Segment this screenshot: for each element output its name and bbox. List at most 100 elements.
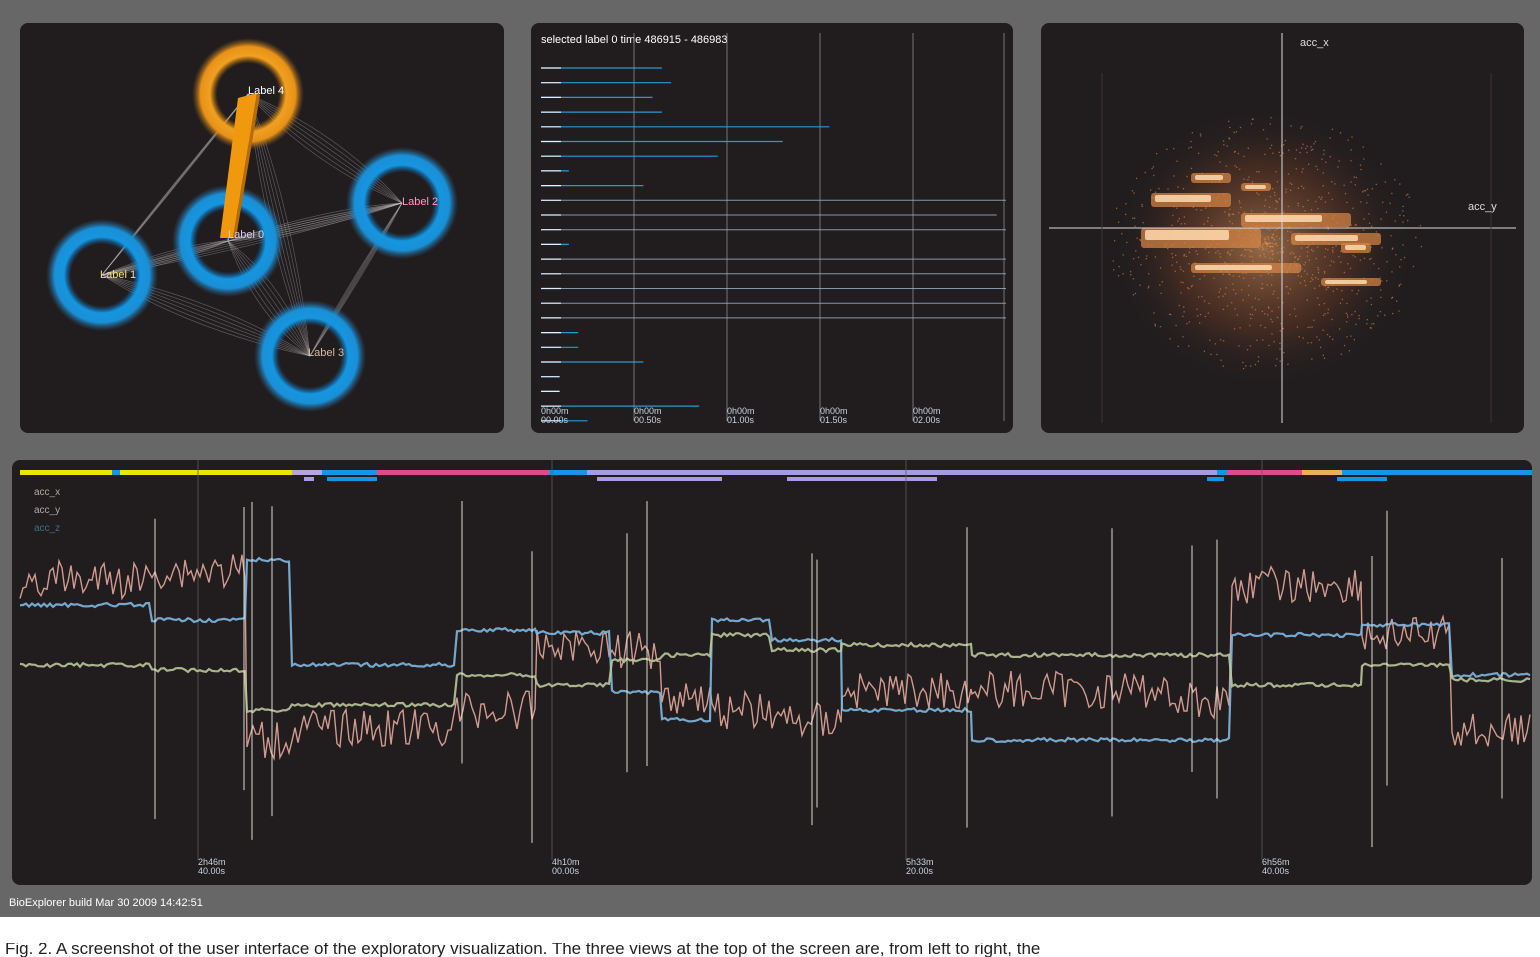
scatter-point — [1322, 314, 1325, 317]
signal-timeline-panel[interactable]: acc_x acc_y acc_z 2h46m 40.00s 4h10m 00.00s… — [12, 460, 1532, 885]
scatter-panel[interactable]: acc_x acc_y — [1041, 23, 1524, 433]
scatter-point — [1152, 166, 1154, 168]
signal-timeline[interactable]: acc_x acc_y acc_z 2h46m40.00s4h10m00.00s… — [12, 460, 1532, 885]
scatter-point — [1317, 268, 1320, 271]
scatter-point — [1322, 185, 1324, 187]
scatter-point — [1271, 310, 1273, 312]
node-label-1: Label 1 — [100, 269, 136, 281]
legend-acc-z: acc_z — [34, 523, 60, 534]
scatter-point — [1353, 176, 1355, 178]
scatter-point — [1315, 258, 1318, 260]
scatter-point — [1364, 190, 1367, 192]
scatter-point — [1183, 255, 1185, 257]
scatter-point — [1218, 296, 1220, 298]
label-timing-chart[interactable]: selected label 0 time 486915 - 486983 0h… — [531, 23, 1013, 433]
label-graph-panel[interactable]: Label 4 Label 2 Label 0 Label 1 Label 3 — [20, 23, 504, 433]
scatter-point — [1244, 248, 1246, 251]
scatter-point — [1310, 209, 1313, 211]
scatter-point — [1260, 287, 1262, 289]
scatter-point — [1269, 242, 1271, 245]
timing-tick-seconds: 00.50s — [634, 415, 662, 425]
scatter-point — [1268, 245, 1271, 247]
scatter-point — [1380, 218, 1382, 220]
scatter-point — [1351, 136, 1353, 138]
scatter-point — [1370, 246, 1372, 249]
scatter-point — [1250, 123, 1253, 125]
scatter-point — [1317, 207, 1319, 210]
scatter-point — [1177, 220, 1179, 222]
scatter-point — [1183, 253, 1186, 256]
scatter-point — [1193, 275, 1195, 277]
scatter-point — [1369, 327, 1372, 329]
scatter-point — [1268, 236, 1270, 238]
scatter-point — [1384, 314, 1386, 316]
scatter-point — [1266, 242, 1268, 245]
scatter-point — [1287, 240, 1289, 242]
scatter-point — [1291, 251, 1293, 253]
scatter-point — [1239, 168, 1241, 171]
scatter-point — [1340, 250, 1342, 253]
scatter-point — [1359, 164, 1362, 166]
label-timing-panel[interactable]: selected label 0 time 486915 - 486983 0h… — [531, 23, 1013, 433]
scatter-point — [1275, 243, 1277, 245]
node-ring-label-4[interactable] — [192, 38, 304, 150]
label-subsegment — [597, 477, 722, 481]
scatter-point — [1277, 306, 1280, 308]
scatter-point — [1265, 248, 1267, 250]
node-ring-label-1[interactable] — [46, 219, 158, 331]
scatter-point — [1276, 245, 1278, 247]
scatter-point — [1251, 306, 1253, 308]
scatter-plot[interactable]: acc_x acc_y — [1041, 23, 1524, 433]
scatter-point — [1272, 253, 1274, 256]
scatter-point — [1240, 289, 1243, 291]
scatter-point — [1301, 268, 1303, 270]
scatter-point — [1350, 335, 1352, 337]
scatter-point — [1243, 211, 1246, 213]
scatter-point — [1244, 255, 1246, 257]
label-strip[interactable] — [20, 470, 1532, 481]
scatter-point — [1234, 150, 1236, 153]
scatter-point — [1139, 284, 1141, 286]
node-label-2: Label 2 — [402, 196, 438, 208]
scatter-point — [1272, 233, 1275, 235]
scatter-point — [1227, 251, 1229, 253]
scatter-point — [1358, 317, 1360, 320]
scatter-point — [1256, 339, 1258, 342]
scatter-point — [1118, 221, 1120, 223]
label-graph[interactable]: Label 4 Label 2 Label 0 Label 1 Label 3 — [20, 23, 504, 433]
scatter-point — [1169, 313, 1172, 316]
node-label-0: Label 0 — [228, 229, 264, 241]
scatter-point — [1182, 281, 1184, 284]
node-ring-label-3[interactable] — [254, 300, 366, 412]
scatter-point — [1323, 149, 1325, 151]
scatter-point — [1250, 365, 1252, 367]
scatter-point — [1177, 186, 1179, 188]
scatter-point — [1171, 264, 1173, 266]
node-ring-label-0[interactable] — [172, 185, 284, 297]
scatter-point — [1347, 139, 1349, 141]
legend-acc-x: acc_x — [34, 487, 60, 498]
scatter-point — [1382, 201, 1384, 203]
scatter-point — [1251, 181, 1253, 183]
scatter-point — [1316, 168, 1319, 171]
scatter-point — [1332, 290, 1334, 293]
scatter-point — [1315, 165, 1317, 168]
scatter-point — [1133, 217, 1136, 219]
scatter-point — [1172, 214, 1174, 217]
scatter-point — [1327, 249, 1329, 251]
scatter-point — [1274, 239, 1276, 241]
scatter-point — [1327, 312, 1329, 314]
scatter-point — [1303, 187, 1305, 190]
scatter-point — [1390, 235, 1392, 237]
node-ring-label-2[interactable] — [346, 147, 458, 259]
scatter-point — [1268, 344, 1270, 347]
scatter-point — [1375, 183, 1377, 186]
scatter-point — [1236, 314, 1238, 316]
scatter-point — [1267, 306, 1270, 308]
scatter-point — [1341, 298, 1344, 301]
label-segment — [292, 470, 322, 475]
scatter-point — [1301, 185, 1303, 188]
scatter-point — [1222, 365, 1224, 367]
scatter-point — [1373, 263, 1375, 265]
scatter-point — [1343, 184, 1345, 187]
